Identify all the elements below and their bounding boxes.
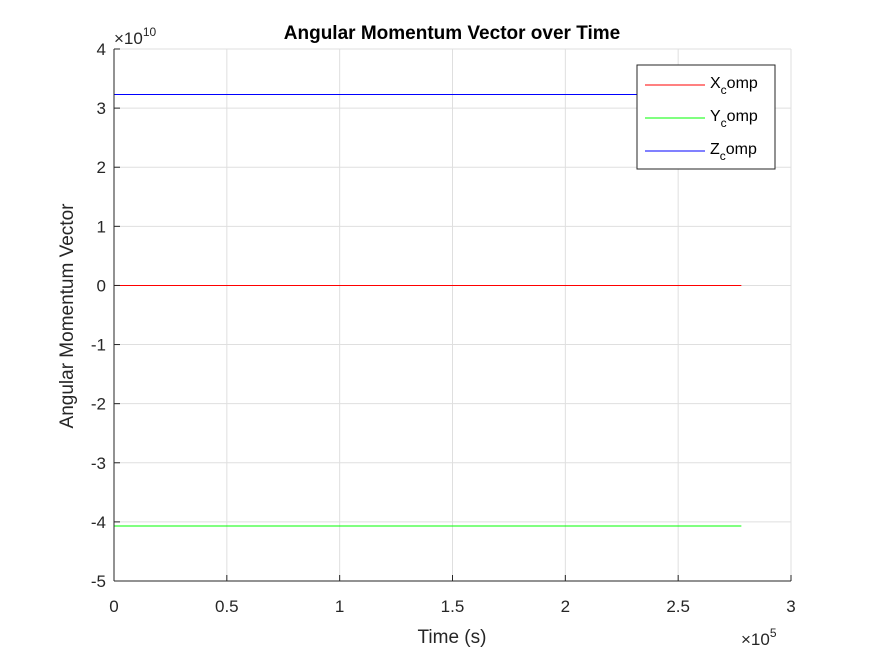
tick-labels: 0 0.5 1 1.5 2 2.5 3 -5 -4 -3 -2 -1 0 1 2 3 4: [91, 40, 796, 616]
y-multiplier-exponent: 10: [143, 25, 157, 39]
y-tick-label: 2: [97, 158, 106, 177]
y-tick-label: -2: [91, 395, 106, 414]
x-tick-label: 2.5: [666, 597, 690, 616]
legend-label-y: Ycomp: [710, 108, 758, 130]
legend-box: [636, 64, 776, 170]
legend: Xcomp Ycomp Zcomp: [636, 64, 776, 170]
x-tick-label: 2: [561, 597, 570, 616]
x-axis-label: Time (s): [418, 627, 487, 648]
y-multiplier-base: ×10: [114, 29, 143, 48]
chart-title: Angular Momentum Vector over Time: [284, 23, 620, 44]
y-axis-multiplier: ×1010: [114, 25, 157, 48]
x-tick-label: 1.5: [441, 597, 465, 616]
y-tick-label: 3: [97, 99, 106, 118]
y-tick-label: 4: [97, 40, 106, 59]
legend-label-z: Zcomp: [710, 141, 757, 163]
y-tick-label: -1: [91, 336, 106, 355]
y-tick-label: -4: [91, 513, 106, 532]
x-tick-label: 3: [786, 597, 795, 616]
y-tick-label: -5: [91, 572, 106, 591]
y-tick-label: 1: [97, 217, 106, 236]
legend-label-x: Xcomp: [710, 75, 758, 97]
x-tick-label: 1: [335, 597, 344, 616]
x-multiplier-exponent: 5: [770, 626, 777, 640]
x-tick-label: 0: [109, 597, 118, 616]
x-tick-label: 0.5: [215, 597, 239, 616]
x-multiplier-base: ×10: [741, 630, 770, 649]
y-tick-label: 0: [97, 276, 106, 295]
y-axis-label: Angular Momentum Vector: [57, 203, 78, 429]
x-axis-multiplier: ×105: [741, 626, 777, 649]
axes: [113, 48, 792, 582]
y-tick-label: -3: [91, 454, 106, 473]
